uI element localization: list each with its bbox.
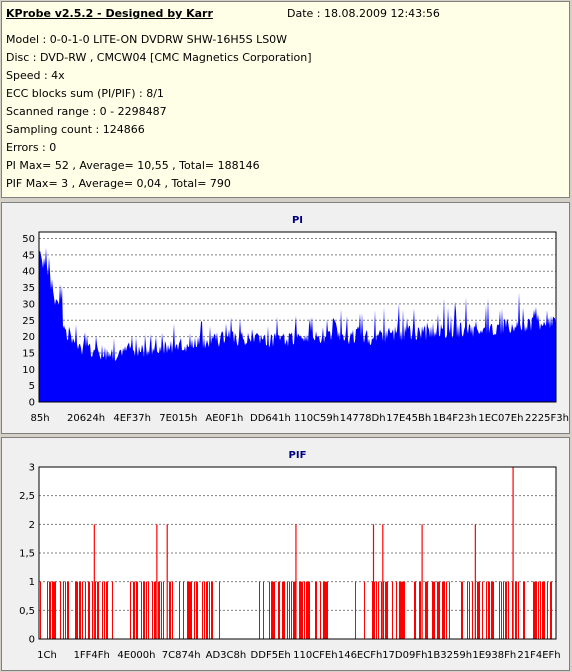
info-pi-stats: PI Max= 52 , Average= 10,55 , Total= 188… xyxy=(6,159,260,172)
x-tick-label: 7E015h xyxy=(159,413,197,424)
x-tick-label: 1Ch xyxy=(37,650,57,661)
y-tick-label: 50 xyxy=(22,234,35,245)
y-tick-label: 40 xyxy=(22,267,35,278)
x-tick-label: 1B3259h xyxy=(427,650,472,661)
x-tick-label: 1E938Fh xyxy=(472,650,516,661)
y-tick-label: 15 xyxy=(22,348,35,359)
chart-title: PI xyxy=(292,215,303,226)
pi-chart: PI 0 5 10 15 20 25 30 35 40 45 50 85h 20624h 4EF37h 7E0… xyxy=(22,215,569,424)
y-tick-label: 0 xyxy=(29,635,35,646)
x-tick-label: 4E000h xyxy=(117,650,155,661)
chart-title: PIF xyxy=(289,450,307,461)
x-tick-label: 1B4F23h xyxy=(433,413,477,424)
y-tick-label: 3 xyxy=(29,463,35,474)
info-sampling-count: Sampling count : 124866 xyxy=(6,123,145,136)
x-tick-label: 14778Dh xyxy=(340,413,386,424)
x-tick-label: 4EF37h xyxy=(113,413,151,424)
info-speed: Speed : 4x xyxy=(6,69,65,82)
x-tick-label: 21F4EFh xyxy=(517,650,560,661)
x-tick-label: 17E45Bh xyxy=(386,413,431,424)
info-ecc-blocks: ECC blocks sum (PI/PIF) : 8/1 xyxy=(6,87,164,100)
x-tick-label: 146ECFh xyxy=(338,650,382,661)
y-tick-label: 10 xyxy=(22,365,35,376)
x-tick-label: AD3C8h xyxy=(206,650,247,661)
x-tick-label: DD641h xyxy=(250,413,291,424)
info-errors: Errors : 0 xyxy=(6,141,57,154)
x-tick-label: AE0F1h xyxy=(205,413,243,424)
y-tick-label: 0 xyxy=(29,398,35,409)
y-tick-label: 5 xyxy=(29,381,35,392)
x-tick-label: 110C59h xyxy=(294,413,339,424)
pif-chart-panel: PIF 0 0,5 1 1,5 2 2,5 3 1Ch 1FF4Fh 4E000h 7C874h AD3… xyxy=(1,437,570,671)
plot-border xyxy=(38,231,557,403)
info-pif-stats: PIF Max= 3 , Average= 0,04 , Total= 790 xyxy=(6,177,231,190)
info-panel: KProbe v2.5.2 - Designed by Karr Date : … xyxy=(1,1,570,198)
x-tick-label: 2225F3h xyxy=(525,413,569,424)
x-tick-label: 85h xyxy=(30,413,49,424)
y-tick-label: 25 xyxy=(22,316,35,327)
pi-chart-panel: PI 0 5 10 15 20 25 30 35 40 45 50 85h 20624h 4EF37h 7E0… xyxy=(1,202,570,434)
info-scanned-range: Scanned range : 0 - 2298487 xyxy=(6,105,167,118)
x-tick-label: 1EC07Eh xyxy=(478,413,523,424)
y-tick-label: 2,5 xyxy=(19,491,35,502)
y-tick-label: 2 xyxy=(29,520,35,531)
pif-chart: PIF 0 0,5 1 1,5 2 2,5 3 1Ch 1FF4Fh 4E000h 7C874h AD3… xyxy=(19,450,561,661)
info-disc: Disc : DVD-RW , CMCW04 [CMC Magnetics Co… xyxy=(6,51,312,64)
info-model: Model : 0-0-1-0 LITE-ON DVDRW SHW-16H5S … xyxy=(6,33,288,46)
y-tick-label: 20 xyxy=(22,332,35,343)
pi-series-area xyxy=(39,247,556,402)
y-tick-label: 1,5 xyxy=(19,549,35,560)
x-tick-label: DDF5Eh xyxy=(251,650,291,661)
y-tick-label: 30 xyxy=(22,299,35,310)
scan-date: Date : 18.08.2009 12:43:56 xyxy=(287,7,440,20)
x-tick-label: 17D09Fh xyxy=(382,650,427,661)
y-tick-label: 0,5 xyxy=(19,606,35,617)
y-tick-label: 45 xyxy=(22,250,35,261)
x-tick-label: 1FF4Fh xyxy=(74,650,110,661)
y-tick-label: 35 xyxy=(22,283,35,294)
plot-border xyxy=(38,466,557,640)
app-title: KProbe v2.5.2 - Designed by Karr xyxy=(6,7,213,20)
x-tick-label: 20624h xyxy=(67,413,105,424)
x-tick-label: 110CFEh xyxy=(293,650,337,661)
y-tick-label: 1 xyxy=(29,577,35,588)
x-tick-label: 7C874h xyxy=(162,650,201,661)
